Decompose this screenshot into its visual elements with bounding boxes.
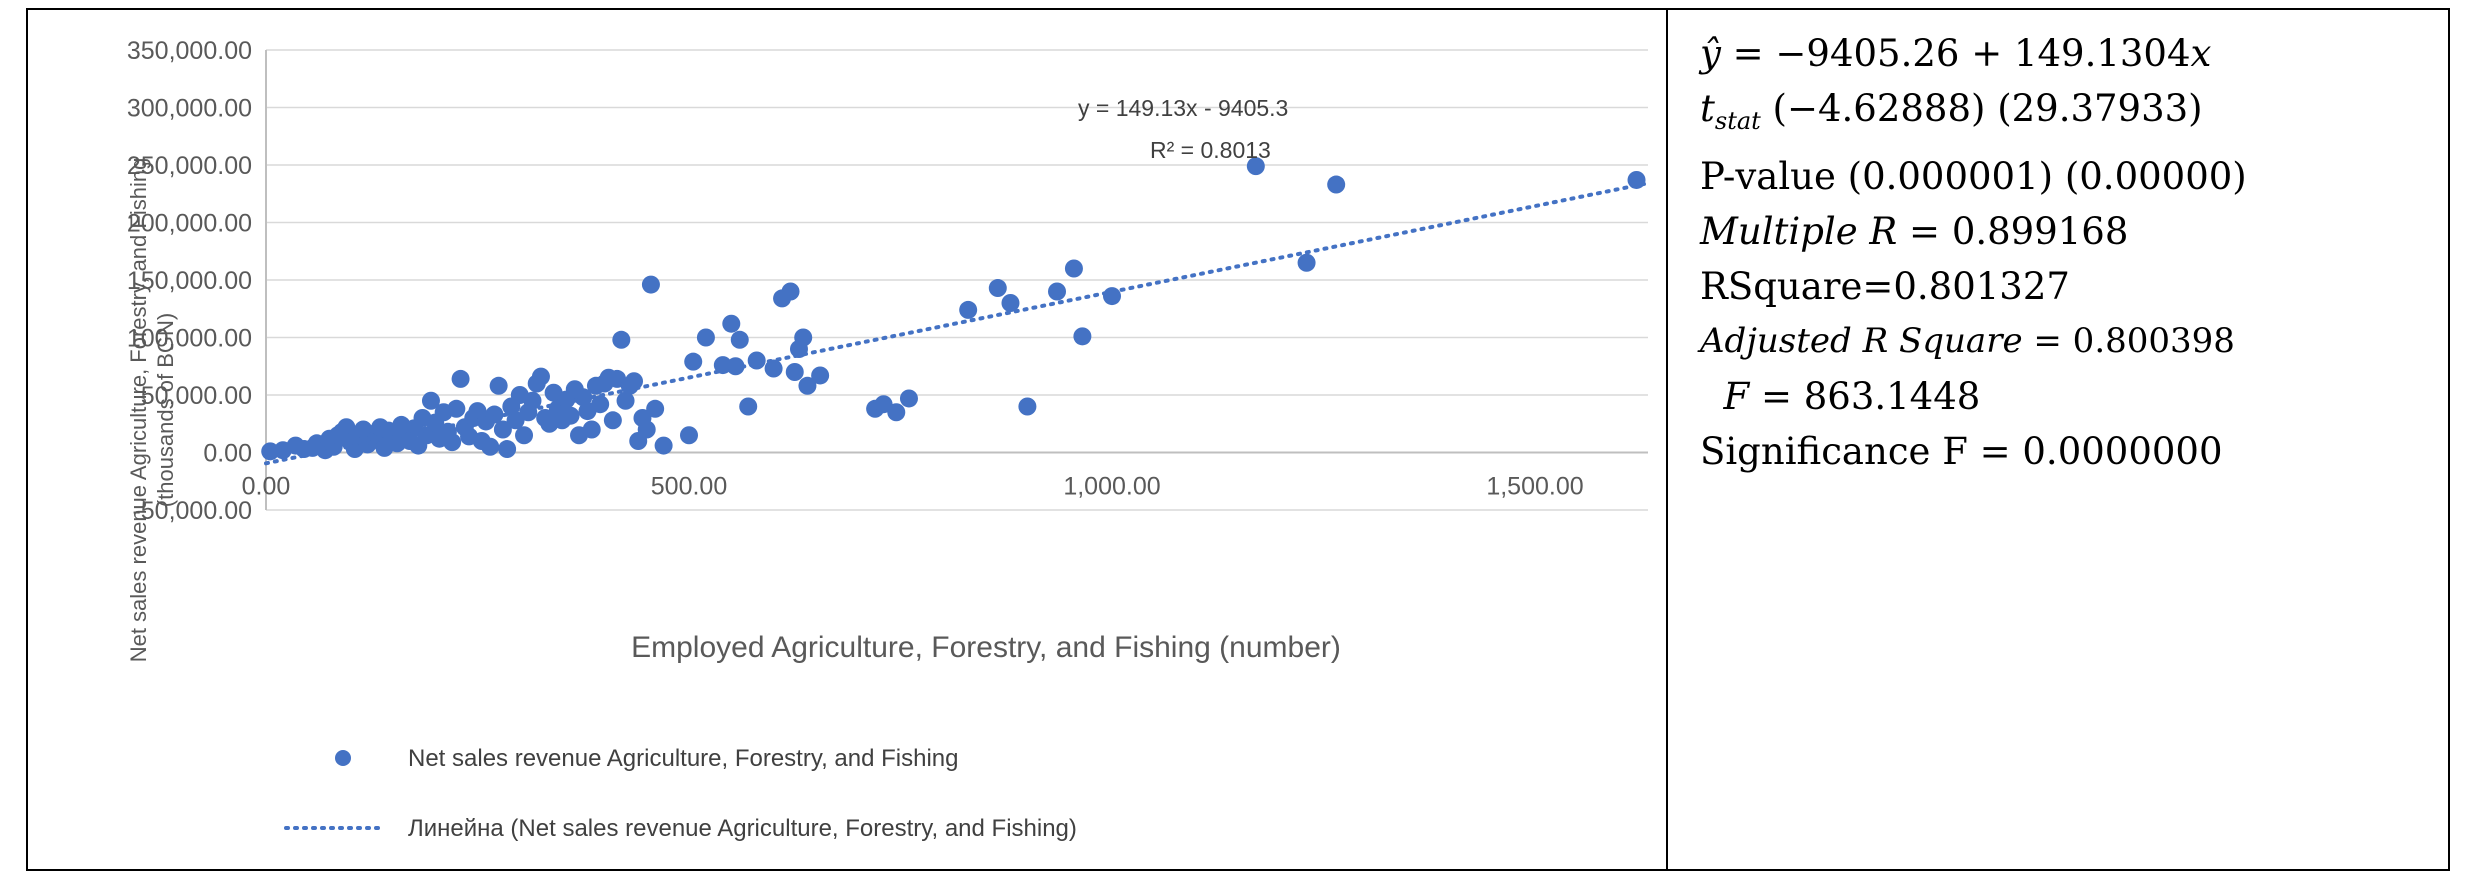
y-tick-label: 0.00 [203, 440, 252, 468]
data-point [646, 399, 665, 418]
data-point [887, 403, 906, 422]
y-tick-label: 50,000.00 [141, 382, 252, 410]
y-tick-label: 300,000.00 [127, 95, 252, 123]
x-tick-label: 1,000.00 [1063, 473, 1160, 501]
r-square-line: RSquare=0.801327 [1700, 265, 2070, 308]
data-point [739, 397, 758, 416]
legend-label-trendline: Линейна (Net sales revenue Agriculture, … [408, 815, 1077, 842]
data-point [443, 433, 462, 452]
x-axis-label: Employed Agriculture, Forestry, and Fish… [631, 631, 1341, 664]
data-point [531, 367, 550, 386]
data-point [447, 399, 466, 418]
y-tick-label: 350,000.00 [127, 37, 252, 65]
data-point [764, 359, 783, 378]
trendline [264, 181, 1648, 466]
data-point [523, 391, 542, 410]
data-point [1048, 282, 1067, 301]
panel-divider [1666, 8, 1668, 871]
axes [265, 50, 1648, 510]
legend-label-points: Net sales revenue Agriculture, Forestry,… [408, 745, 958, 772]
data-point [489, 376, 508, 395]
p-value-line: P-value (0.000001) (0.00000) [1700, 155, 2247, 198]
x-tick-label: 1,500.00 [1486, 473, 1583, 501]
adjusted-r-square-line: Adjusted R Square = 0.800398 [1700, 321, 2235, 361]
y-tick-label: 200,000.00 [127, 210, 252, 238]
x-tick-label: 500.00 [651, 473, 727, 501]
data-point [493, 420, 512, 439]
data-point [730, 330, 749, 349]
data-point [781, 282, 800, 301]
data-point [959, 300, 978, 319]
data-point [641, 275, 660, 294]
data-point [591, 395, 610, 414]
data-point [561, 406, 580, 425]
data-point [337, 418, 356, 437]
f-stat-line: F = 863.1448 [1723, 375, 1981, 418]
data-point [612, 330, 631, 349]
significance-f-line: Significance F = 0.0000000 [1700, 430, 2223, 473]
multiple-r-line: Multiple R = 0.899168 [1700, 210, 2129, 253]
data-point [696, 328, 715, 347]
legend: Net sales revenue Agriculture, Forestry,… [284, 745, 1077, 842]
data-point [1064, 259, 1083, 278]
y-tick-label: -50,000.00 [132, 497, 252, 525]
t-stat-line: tstat (−4.62888) (29.37933) [1700, 87, 2203, 135]
data-point [1073, 327, 1092, 346]
figure-frame [26, 8, 2450, 871]
data-point [794, 328, 813, 347]
regression-equation: ŷ = −9405.26 + 149.1304x [1700, 32, 2212, 75]
x-tick-label: 0.00 [242, 473, 291, 501]
y-tick-label: 150,000.00 [127, 267, 252, 295]
data-point [603, 411, 622, 430]
y-tick-label: 100,000.00 [127, 325, 252, 353]
data-point [1018, 397, 1037, 416]
y-tick-label: 250,000.00 [127, 152, 252, 180]
y-axis-label-line1: Net sales revenue Agriculture, Forestry,… [126, 158, 151, 663]
data-point [654, 436, 673, 455]
regression-stats: ŷ = −9405.26 + 149.1304x tstat (−4.62888… [1700, 26, 2440, 479]
data-point [451, 369, 470, 388]
data-point [637, 420, 656, 439]
data-point [811, 366, 830, 385]
legend-marker-points [335, 750, 351, 766]
data-point [498, 440, 517, 459]
trendline-r-squared: R² = 0.8013 [1150, 137, 1271, 163]
data-point [1103, 287, 1121, 306]
data-point [1297, 253, 1316, 272]
y-tick-labels: 350,000.00 300,000.00 250,000.00 200,000.00… [127, 37, 252, 525]
data-point [421, 391, 440, 410]
data-point [1246, 157, 1265, 176]
trendline-equation: y = 149.13x - 9405.3 [1078, 95, 1288, 121]
scatter-points [261, 157, 1646, 461]
data-point [481, 437, 500, 456]
y-axis-label-line2: (thousands of BGN) [153, 313, 178, 507]
data-point [722, 314, 741, 333]
data-point [798, 376, 817, 395]
data-point [680, 426, 698, 445]
data-point [684, 352, 703, 371]
y-axis-label-group: Net sales revenue Agriculture, Forestry,… [126, 158, 178, 663]
data-point [582, 420, 601, 439]
data-point [899, 389, 918, 408]
data-point [625, 372, 644, 391]
data-point [1001, 294, 1020, 312]
data-point [988, 279, 1007, 298]
scatter-chart: 350,000.00 300,000.00 250,000.00 200,000.00… [126, 37, 1648, 842]
data-point [616, 391, 635, 410]
data-point [1327, 175, 1346, 194]
data-point [785, 363, 804, 381]
data-point [515, 426, 534, 445]
